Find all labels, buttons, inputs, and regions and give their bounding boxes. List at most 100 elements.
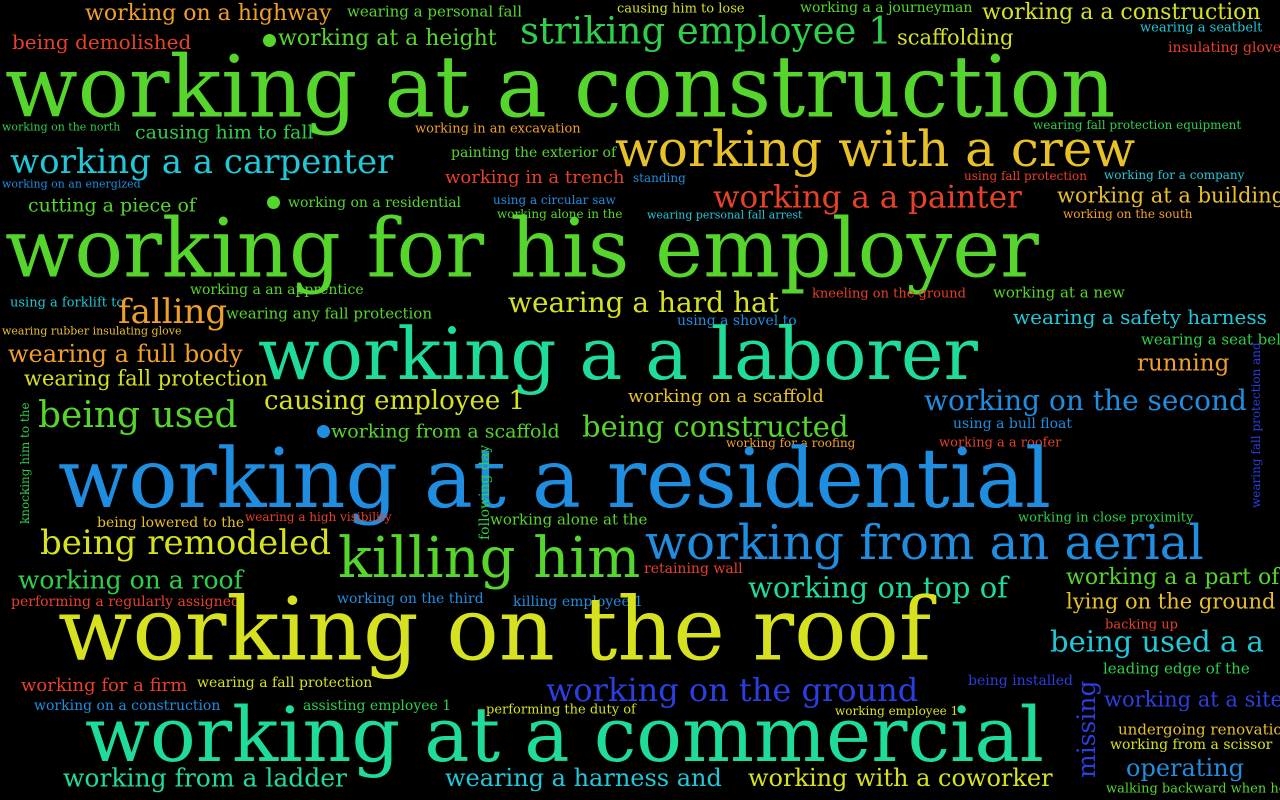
word: working a a roofer: [939, 435, 1062, 451]
word: wearing a hard hat: [508, 286, 779, 319]
word: backing up: [1105, 617, 1178, 633]
word: working at a height: [278, 26, 497, 51]
word: wearing any fall protection: [226, 304, 432, 323]
word: causing him to fall: [135, 121, 314, 144]
word: falling: [118, 292, 228, 332]
word: running: [1137, 350, 1230, 377]
word: walking backward when he: [1106, 781, 1280, 797]
word: wearing a personal fall: [347, 2, 523, 21]
word: wearing a high visibility: [245, 510, 392, 524]
word: working for a firm: [21, 675, 188, 696]
word: working on a construction: [34, 698, 221, 714]
word: working on the roof: [58, 578, 932, 681]
word: working on a roof: [18, 565, 243, 595]
word: working for a company: [1104, 168, 1245, 182]
word: undergoing renovation: [1118, 720, 1280, 739]
word: working with a coworker: [748, 764, 1053, 792]
word: working from a scaffold: [331, 420, 560, 443]
word: wearing a fall protection: [197, 675, 373, 691]
word: standing: [633, 171, 686, 185]
word: painting the exterior of: [451, 145, 617, 161]
word: operating: [1126, 754, 1244, 782]
word: scaffolding: [897, 25, 1014, 50]
word: wearing fall protection equipment: [1033, 118, 1242, 132]
word: striking employee 1: [520, 9, 892, 53]
word-vertical: missing: [1072, 680, 1101, 778]
word: using a bull float: [953, 416, 1073, 432]
word: wearing fall protection: [24, 366, 268, 391]
word: working on the third: [337, 591, 484, 607]
word: using a shovel to: [677, 313, 797, 329]
word: wearing a harness and: [445, 764, 722, 792]
word: wearing a full body: [8, 340, 243, 368]
word: working alone in the: [497, 207, 623, 221]
word: kneeling on the ground: [812, 286, 966, 302]
word: using a forklift to: [10, 295, 125, 311]
word: working in close proximity: [1018, 510, 1194, 526]
word: working employee 1: [835, 704, 959, 718]
word: working from a scissor: [1110, 737, 1273, 753]
word: working a a laborer: [258, 312, 978, 396]
word: working on the north: [2, 120, 121, 134]
word: wearing a seat belt: [1141, 330, 1280, 349]
word: working a a painter: [713, 179, 1022, 216]
word: working a a part of: [1066, 565, 1280, 590]
word: working in an excavation: [415, 121, 581, 137]
word: retaining wall: [644, 561, 743, 577]
word: working at a construction: [5, 38, 1116, 138]
word: being used a a: [1050, 624, 1264, 659]
word: working a an apprentice: [190, 282, 364, 298]
dot-3: [317, 425, 330, 438]
word: working at a site: [1104, 687, 1280, 712]
word: working a a construction: [982, 0, 1261, 25]
word: cutting a piece of: [28, 194, 196, 217]
word: wearing a seatbelt: [1140, 20, 1263, 36]
word: being remodeled: [40, 523, 331, 563]
word: insulating glove: [1168, 40, 1280, 56]
word: causing employee 1: [264, 386, 526, 416]
word: working for a roofing: [726, 436, 856, 450]
word: working for his employer: [5, 202, 1039, 297]
word: assisting employee 1: [303, 698, 452, 714]
word: being installed: [968, 673, 1074, 689]
word: working from an aerial: [645, 515, 1204, 571]
word: being constructed: [582, 409, 849, 444]
word: working on a scaffold: [628, 386, 824, 407]
word: working on an energized: [2, 177, 141, 191]
word: being demolished: [12, 30, 192, 54]
word: working from a ladder: [63, 763, 348, 793]
word: working on the ground: [546, 671, 919, 709]
word: using fall protection: [964, 169, 1087, 183]
word: working in a trench: [445, 167, 625, 188]
word: causing him to lose: [617, 1, 745, 17]
word: being used: [38, 395, 238, 436]
word: working on a residential: [288, 195, 462, 211]
word: killing him: [338, 526, 641, 591]
word: lying on the ground: [1066, 589, 1276, 614]
word-vertical: wearing fall protection and: [1249, 342, 1263, 508]
word: working on the south: [1063, 207, 1193, 221]
word: working on the second: [924, 384, 1247, 417]
word: working at a commercial: [85, 690, 1044, 779]
word: performing a regularly assigned: [11, 594, 240, 610]
word: working at a new: [993, 283, 1125, 302]
word: wearing rubber insulating glove: [2, 324, 182, 338]
word: using a circular saw: [493, 193, 616, 207]
dot-1: [263, 34, 276, 47]
word: performing the duty of: [486, 702, 636, 718]
word: working at a residential: [58, 432, 1052, 527]
word: working on a highway: [85, 1, 332, 26]
word: working a a carpenter: [10, 142, 394, 182]
word: working a a journeyman: [800, 0, 973, 16]
word: wearing personal fall arrest: [647, 208, 803, 222]
dot-2: [267, 196, 280, 209]
word: working on top of: [748, 570, 1008, 605]
word: leading edge of the: [1103, 659, 1250, 678]
word: working at a building: [1057, 183, 1280, 208]
word: killing employee 1: [513, 594, 644, 610]
word: wearing a safety harness: [1013, 305, 1267, 329]
word: working with a crew: [615, 120, 1136, 178]
word: being lowered to the: [97, 515, 245, 531]
word: working alone at the: [490, 510, 648, 529]
